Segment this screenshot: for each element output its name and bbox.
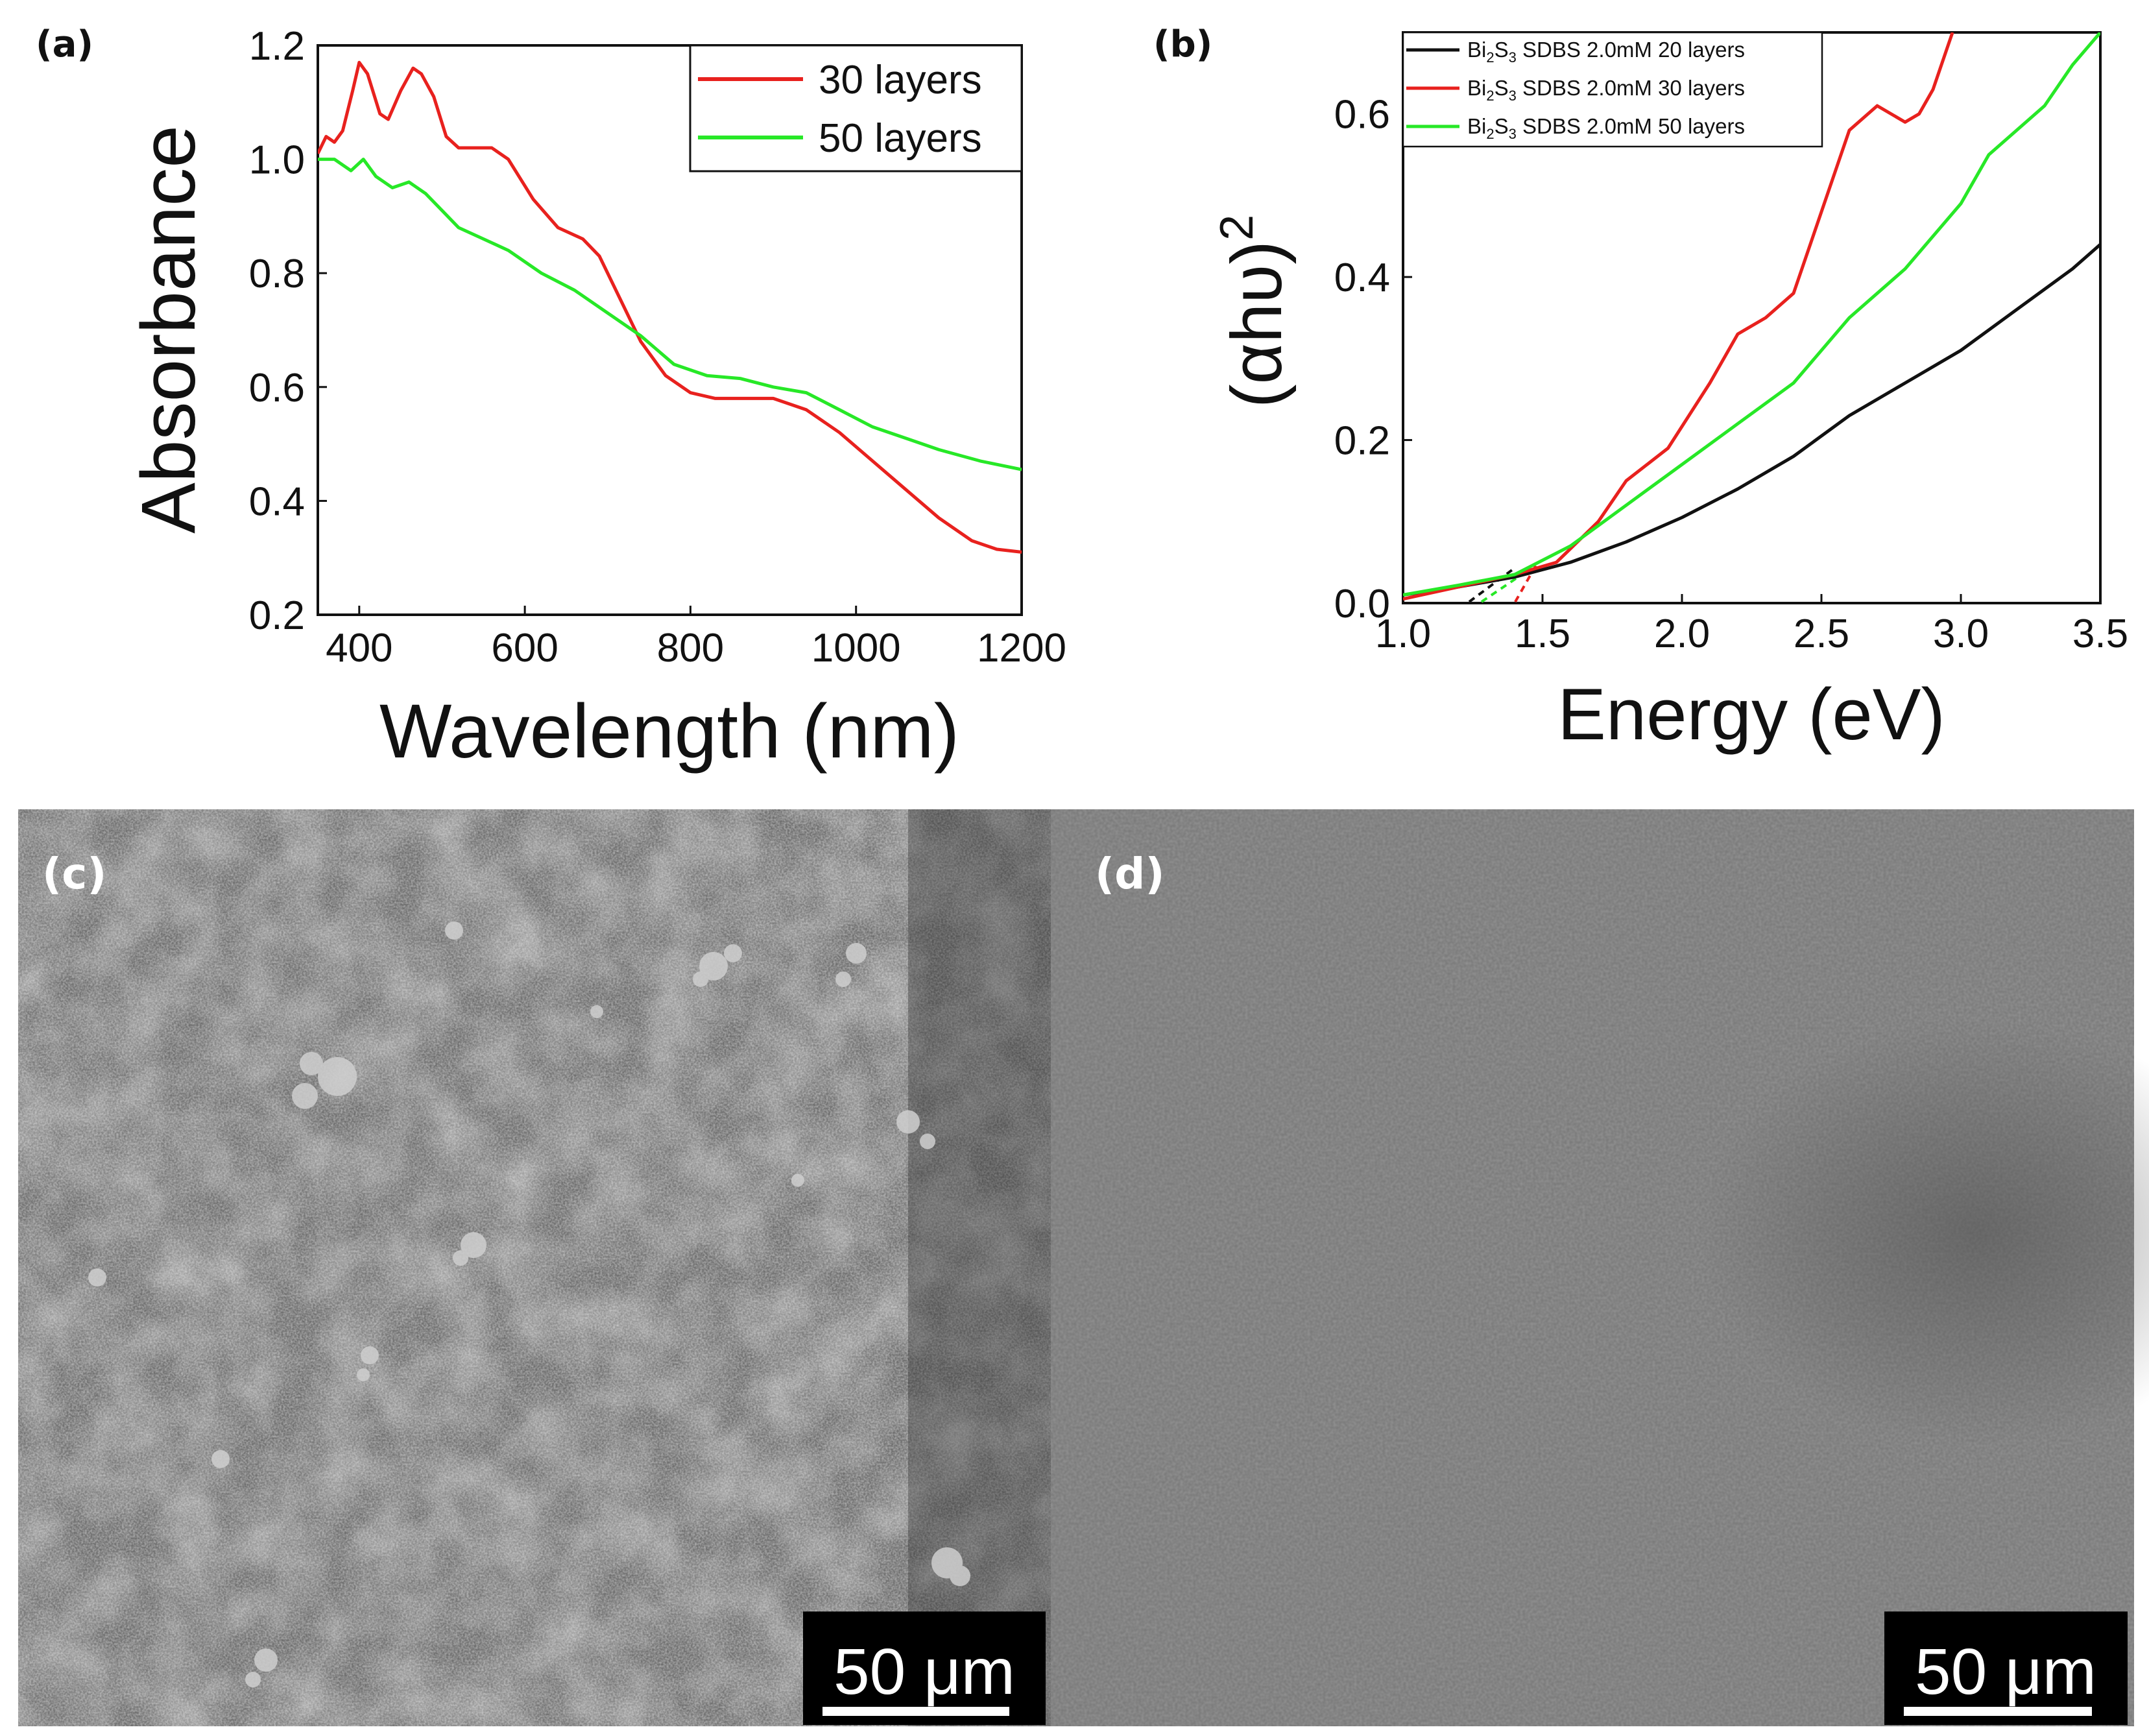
panel-a-label: (a)	[36, 23, 93, 65]
tangent-line-50-layers	[1480, 569, 1529, 603]
y-tick-label: 0.2	[249, 593, 305, 638]
y-tick-label: 0.4	[1334, 256, 1390, 300]
series-line-30-layers	[318, 60, 1022, 554]
y-tick-label: 0.0	[1334, 582, 1390, 626]
panel-d-label: (d)	[1095, 849, 1165, 899]
y-tick-label: 0.8	[249, 252, 305, 296]
x-tick-label: 600	[491, 626, 558, 671]
x-tick-label: 1.0	[1375, 612, 1431, 656]
panel-b-label: (b)	[1153, 23, 1212, 65]
y-tick-label: 0.2	[1334, 419, 1390, 464]
series-line-50-layers	[1403, 32, 2100, 597]
x-tick-label: 3.5	[2072, 612, 2128, 656]
legend-label-20-layers: Bi2S3 SDBS 2.0mM 20 layers	[1467, 38, 1745, 65]
panel-b-tick-labels: 1.0 1.5 2.0 2.5 3.0 3.5 0.0 0.2 0.4 0.6	[1334, 93, 2128, 656]
x-tick-label: 3.0	[1933, 612, 1989, 656]
sem-grain-c	[18, 809, 1051, 1726]
x-tick-label: 1000	[811, 626, 901, 671]
sem-particles-c	[88, 922, 970, 1687]
panel-a-legend: 30 layers 50 layers	[689, 44, 1023, 172]
x-tick-label: 1200	[977, 626, 1066, 671]
scale-bar-d-background	[1884, 1611, 2128, 1725]
legend-box	[689, 44, 1023, 172]
scale-bar-d-line	[1904, 1707, 2092, 1716]
scale-bar-d-label: 50 μm	[1915, 1635, 2096, 1708]
panel-b-x-axis-title: Energy (eV)	[1557, 674, 1945, 755]
y-tick-label: 1.0	[249, 138, 305, 183]
series-line-50-layers	[318, 158, 1022, 471]
panel-a-plot-frame	[317, 44, 1023, 616]
panel-b-legend: Bi2S3 SDBS 2.0mM 20 layers Bi2S3 SDBS 2.…	[1402, 31, 1823, 148]
panel-a-tick-labels: 400 600 800 1000 1200 0.2 0.4 0.6 0.8 1.0 1.2	[249, 24, 1066, 671]
sem-dark-band-c	[908, 809, 1051, 1726]
series-line-20-layers	[1403, 243, 2100, 597]
x-tick-label: 2.0	[1654, 612, 1710, 656]
scale-bar-d: 50 μm	[1884, 1611, 2128, 1725]
scale-bar-c-label: 50 μm	[834, 1635, 1015, 1708]
panel-a-x-axis-title: Wavelength (nm)	[379, 689, 959, 774]
x-tick-label: 2.5	[1794, 612, 1849, 656]
panel-d: (d) 50 μm	[1051, 809, 2149, 1726]
scale-bar-c-background	[803, 1611, 1046, 1725]
legend-label-30-layers: Bi2S3 SDBS 2.0mM 30 layers	[1467, 76, 1745, 104]
y-tick-label: 1.2	[249, 24, 305, 69]
legend-box	[1402, 31, 1823, 148]
x-tick-label: 800	[657, 626, 724, 671]
panel-c: (c) 50 μm	[18, 809, 1051, 1726]
y-tick-label: 0.4	[249, 479, 305, 524]
panel-a-y-axis-title: Absorbance	[126, 125, 211, 534]
panel-b-y-axis-title: (αhυ)2	[1211, 215, 1297, 408]
scale-bar-c: 50 μm	[803, 1611, 1046, 1725]
legend-label-50-layers: Bi2S3 SDBS 2.0mM 50 layers	[1467, 114, 1745, 142]
x-tick-label: 1.5	[1515, 612, 1570, 656]
panel-c-label: (c)	[42, 849, 106, 899]
series-line-30-layers	[1403, 32, 1954, 601]
legend-label-30-layers: 30 layers	[819, 58, 982, 102]
sem-dark-patch-d	[1699, 1018, 2149, 1446]
x-tick-label: 400	[326, 626, 392, 671]
scale-bar-c-line	[822, 1707, 1009, 1716]
tangent-line-20-layers	[1468, 567, 1516, 603]
y-tick-label: 0.6	[249, 366, 305, 410]
panel-b-ticks	[1402, 113, 2102, 604]
y-tick-label: 0.6	[1334, 93, 1390, 137]
panel-b: (b) 1.0 1.5 2.0 2.5 3.0 3.5 0.0 0.2 0.4 0.6 Bi2S3…	[1153, 23, 2128, 755]
panel-a: (a) 400 600 800 1000 12000.20.40.60.81.01.2 …	[36, 23, 1066, 774]
legend-label-50-layers: 50 layers	[819, 116, 982, 161]
